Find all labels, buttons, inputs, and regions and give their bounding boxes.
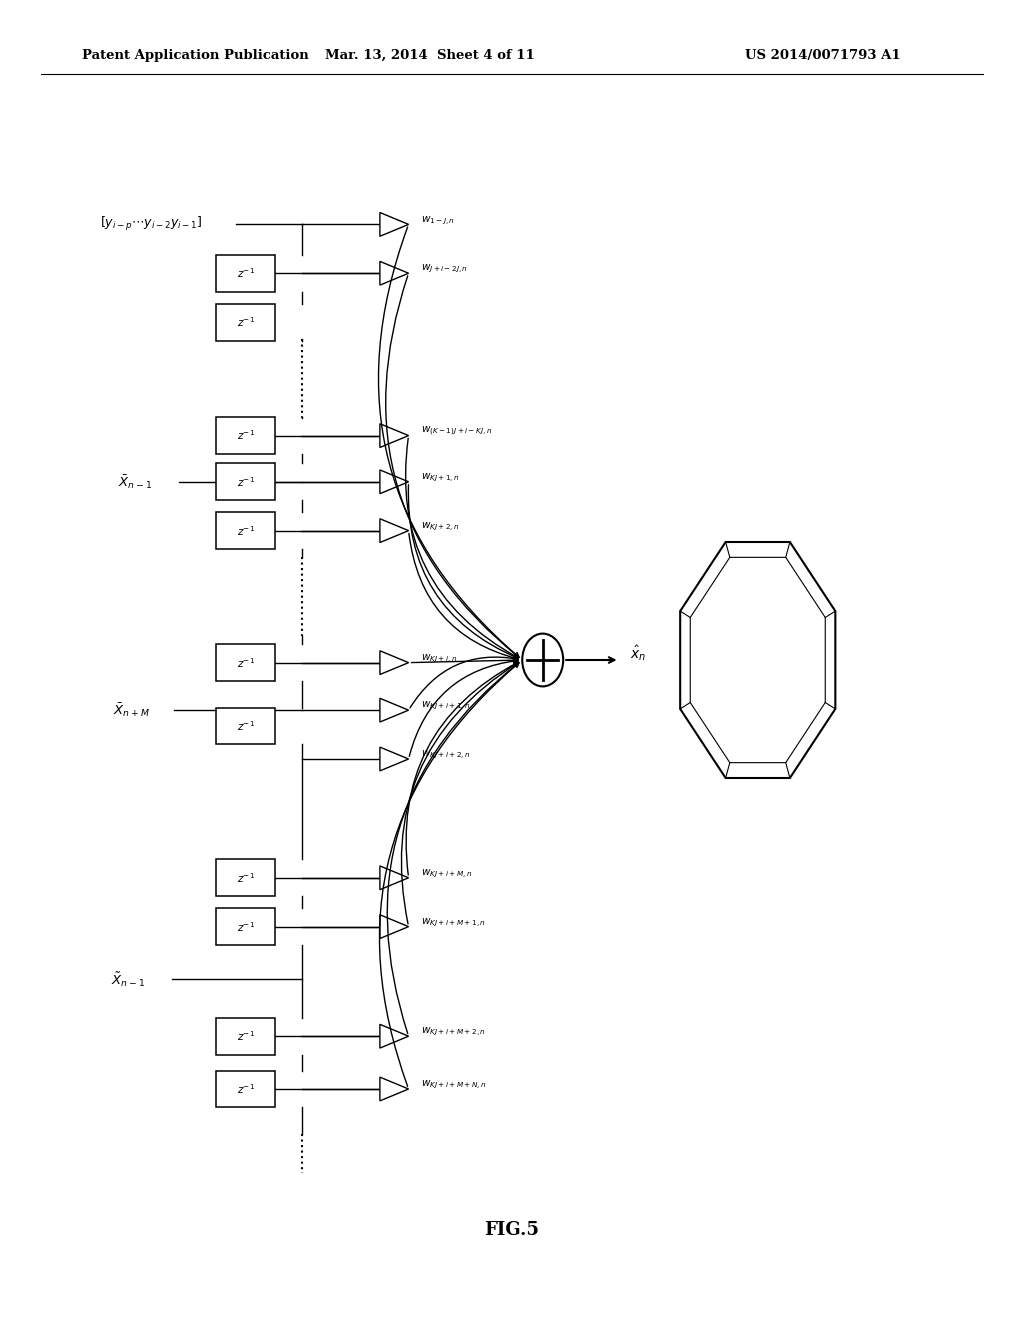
Text: $z^{-1}$: $z^{-1}$ (237, 920, 255, 933)
Bar (216, 463, 275, 500)
Polygon shape (380, 915, 409, 939)
Polygon shape (690, 557, 825, 763)
Polygon shape (680, 543, 836, 777)
FancyArrowPatch shape (407, 663, 518, 875)
Text: $\bar{X}_{n+M}$: $\bar{X}_{n+M}$ (113, 701, 150, 719)
Polygon shape (380, 698, 409, 722)
Text: Patent Application Publication: Patent Application Publication (82, 49, 308, 62)
Polygon shape (380, 1077, 409, 1101)
Polygon shape (380, 213, 409, 236)
Bar (216, 417, 275, 454)
Polygon shape (380, 519, 409, 543)
Text: $w_{KJ+i+M,n}$: $w_{KJ+i+M,n}$ (421, 867, 472, 880)
Text: Update: Update (734, 620, 781, 634)
FancyArrowPatch shape (386, 276, 519, 657)
FancyArrowPatch shape (410, 656, 518, 708)
Bar (216, 908, 275, 945)
Polygon shape (380, 747, 409, 771)
Polygon shape (380, 261, 409, 285)
Polygon shape (380, 651, 409, 675)
Text: $w_{n+1} = w_n + e_n k_n$: $w_{n+1} = w_n + e_n k_n$ (702, 705, 803, 721)
Circle shape (522, 634, 563, 686)
Bar (216, 644, 275, 681)
Text: $z^{-1}$: $z^{-1}$ (237, 267, 255, 280)
Text: $\hat{x}_n$: $\hat{x}_n$ (630, 644, 646, 663)
Text: $w_{J+i-2J,n}$: $w_{J+i-2J,n}$ (421, 263, 468, 276)
Polygon shape (380, 470, 409, 494)
Text: $w_{KJ+1,n}$: $w_{KJ+1,n}$ (421, 471, 460, 484)
Text: $[y_{i-p} \cdots y_{i-2} y_{i-1}]$: $[y_{i-p} \cdots y_{i-2} y_{i-1}]$ (100, 215, 203, 234)
Bar (216, 1018, 275, 1055)
Bar (216, 1071, 275, 1107)
Text: $z^{-1}$: $z^{-1}$ (237, 1030, 255, 1043)
FancyArrowPatch shape (409, 484, 518, 659)
Text: $\bar{X}_{n-1}$: $\bar{X}_{n-1}$ (118, 473, 152, 491)
Text: $w_{KJ+i+M+1,n}$: $w_{KJ+i+M+1,n}$ (421, 916, 485, 929)
Text: $w_{KJ+i+M+N,n}$: $w_{KJ+i+M+N,n}$ (421, 1078, 486, 1092)
Text: Filter: Filter (740, 590, 775, 603)
Bar (216, 859, 275, 896)
Text: $z^{-1}$: $z^{-1}$ (237, 429, 255, 442)
Text: $z^{-1}$: $z^{-1}$ (237, 1082, 255, 1096)
Text: US 2014/0071793 A1: US 2014/0071793 A1 (745, 49, 901, 62)
Bar (216, 255, 275, 292)
Text: $z^{-1}$: $z^{-1}$ (237, 719, 255, 733)
Text: $z^{-1}$: $z^{-1}$ (237, 656, 255, 669)
Text: $w_{KJ+i,n}$: $w_{KJ+i,n}$ (421, 652, 457, 665)
FancyArrowPatch shape (379, 227, 519, 657)
Text: $z^{-1}$: $z^{-1}$ (237, 315, 255, 329)
FancyArrowPatch shape (380, 663, 519, 1086)
FancyArrowPatch shape (412, 657, 518, 663)
Text: $w_{KJ+i+M+2,n}$: $w_{KJ+i+M+2,n}$ (421, 1026, 485, 1039)
Text: Mar. 13, 2014  Sheet 4 of 11: Mar. 13, 2014 Sheet 4 of 11 (326, 49, 535, 62)
FancyArrowPatch shape (387, 663, 519, 1034)
FancyArrowPatch shape (410, 659, 518, 756)
Text: $\tilde{X}_{n-1}$: $\tilde{X}_{n-1}$ (111, 970, 144, 989)
Text: $w_{KJ+i+2,n}$: $w_{KJ+i+2,n}$ (421, 748, 471, 762)
Polygon shape (380, 866, 409, 890)
Text: $w_{KJ+2,n}$: $w_{KJ+2,n}$ (421, 520, 460, 533)
Text: $e_n = \widehat{x}_n - \hat{x}_n$: $e_n = \widehat{x}_n - \hat{x}_n$ (719, 664, 786, 682)
FancyArrowPatch shape (401, 663, 518, 924)
FancyArrowPatch shape (409, 533, 518, 660)
FancyArrowPatch shape (406, 438, 518, 657)
Text: $w_{1-J,n}$: $w_{1-J,n}$ (421, 214, 455, 227)
Text: $z^{-1}$: $z^{-1}$ (237, 871, 255, 884)
Text: $z^{-1}$: $z^{-1}$ (237, 524, 255, 537)
Bar (216, 512, 275, 549)
Text: FIG.5: FIG.5 (484, 1221, 540, 1239)
Bar (216, 304, 275, 341)
Bar (216, 708, 275, 744)
Text: $z^{-1}$: $z^{-1}$ (237, 475, 255, 488)
Text: $w_{KJ+i+1,n}$: $w_{KJ+i+1,n}$ (421, 700, 471, 713)
Polygon shape (380, 1024, 409, 1048)
Polygon shape (380, 424, 409, 447)
Text: $w_{(K-1)J+i-KJ,n}$: $w_{(K-1)J+i-KJ,n}$ (421, 425, 493, 438)
